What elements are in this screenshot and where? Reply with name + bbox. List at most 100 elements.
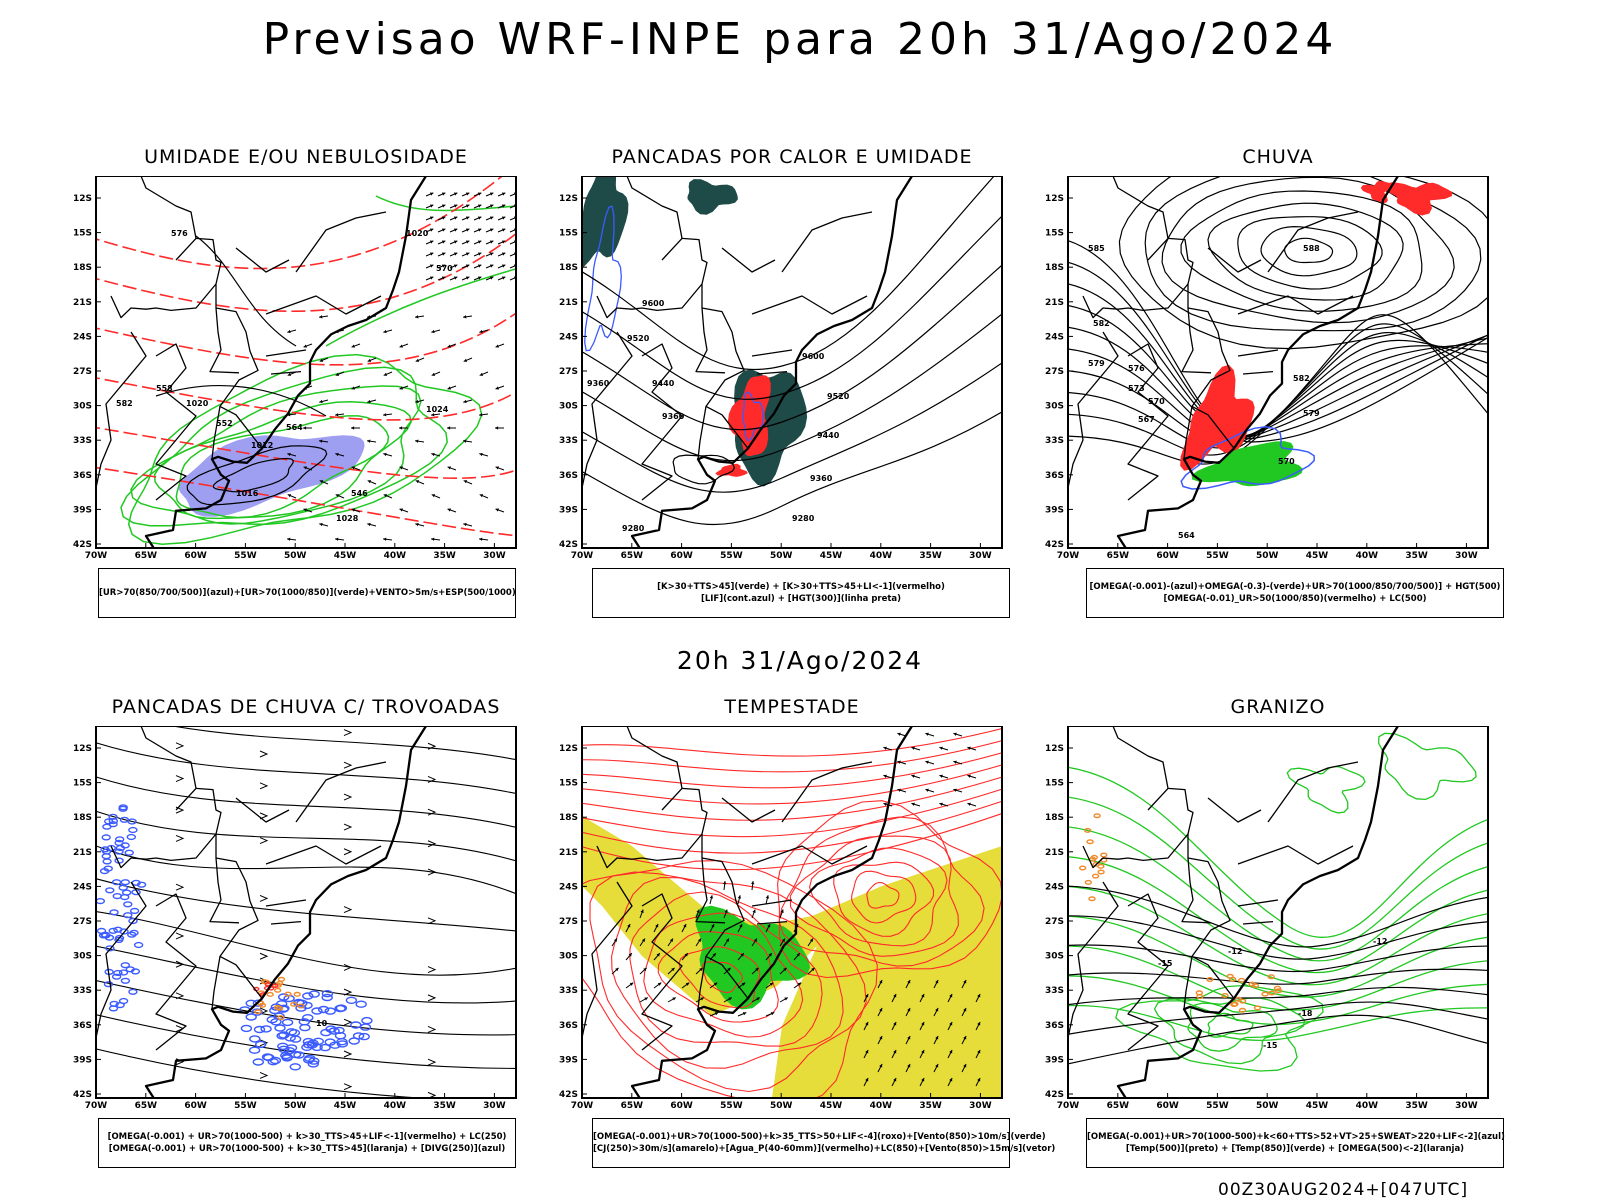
arrow-head <box>415 358 420 362</box>
arrow-head <box>319 480 324 484</box>
lat-label: 42S <box>1045 540 1064 550</box>
lon-label: 45W <box>334 551 357 561</box>
field-blob <box>1267 974 1275 980</box>
field-blob <box>122 889 132 896</box>
stream-arrow <box>175 932 185 940</box>
field-blob <box>133 941 144 949</box>
lon-label: 50W <box>284 1101 307 1111</box>
field-blob <box>1206 976 1214 982</box>
lat-label: 39S <box>559 505 578 515</box>
arrow-head <box>479 329 483 334</box>
arrow-head <box>431 413 435 417</box>
lat-label: 30S <box>559 402 578 412</box>
field-blob <box>126 833 136 841</box>
arrow-head <box>740 953 744 957</box>
arrow-head <box>753 938 757 942</box>
arrow-head <box>628 953 632 957</box>
panel-pancadas-trovoadas: PANCADAS DE CHUVA C/ TROVOADAS 10 12S 15S 1… <box>73 696 576 1176</box>
lon-label: 65W <box>135 1101 158 1111</box>
stream-arrow <box>427 840 437 848</box>
contour-label: 1020 <box>406 229 429 238</box>
arrow-head <box>441 276 446 280</box>
state-border <box>582 331 633 489</box>
arrow-head <box>319 439 323 443</box>
field-blob <box>1231 1001 1239 1007</box>
state-border <box>756 370 788 375</box>
arrow-head <box>752 909 756 914</box>
arrow-head <box>865 1077 869 1082</box>
legend-line: [OMEGA(-0.01)_UR>50(1000/850)(vermelho) … <box>1163 594 1427 604</box>
lon-label: 35W <box>433 551 456 561</box>
red-contour <box>778 816 985 967</box>
red-contour <box>582 776 1002 821</box>
state-border <box>641 343 683 501</box>
red-contour <box>96 176 504 270</box>
state-border <box>661 787 683 811</box>
map-content <box>582 726 1002 1098</box>
legend-chuva: [OMEGA(-0.001)-(azul)+OMEGA(-0.3)-(verde… <box>1086 568 1504 618</box>
streamlines-red <box>582 727 1002 1098</box>
field-blob <box>308 990 320 998</box>
arrow-head <box>935 1035 939 1040</box>
omega-orange <box>1078 813 1283 1013</box>
arrow-head <box>911 774 915 778</box>
arrow-head <box>351 466 356 470</box>
field-blob <box>102 858 112 865</box>
black-contour <box>1068 968 1488 985</box>
arrow-head <box>463 358 468 362</box>
contour-label: 1016 <box>236 489 259 498</box>
hgt500-contours <box>1068 176 1488 465</box>
lon-label: 40W <box>1356 1101 1379 1111</box>
red-contour <box>96 426 516 479</box>
arrow-head <box>963 1035 967 1040</box>
panel-tempestade: TEMPESTADE 12S 15S 18S 21S 24S 27S 30S 33S 36S 39… <box>559 696 1062 1176</box>
hgt-contour <box>1180 190 1423 312</box>
lon-label: 35W <box>1405 1101 1428 1111</box>
arrow-head <box>644 997 648 1001</box>
arrow-head <box>724 909 728 914</box>
map-frame <box>581 176 1003 549</box>
field-blob <box>129 907 140 915</box>
coastline-east <box>1116 726 1400 1098</box>
contour-labels: 9600 9520 9440 9360 9600 9520 9440 9360 9280 9280… <box>587 299 850 533</box>
arrow-head <box>935 979 939 984</box>
map-frame <box>1067 176 1489 549</box>
state-border <box>1127 343 1169 501</box>
legend-line: [OMEGA(-0.001) + UR>70(1000-500) + k>30_… <box>108 1144 506 1154</box>
arrow-head <box>907 1035 911 1040</box>
lat-label: 18S <box>73 813 92 823</box>
field-blob <box>120 879 130 886</box>
red-area <box>1384 182 1453 216</box>
lat-label: 30S <box>559 952 578 962</box>
stream-arrow <box>343 988 353 996</box>
arrow-head <box>725 938 729 942</box>
state-border <box>1068 331 1119 489</box>
arrow-head <box>963 979 967 984</box>
arrow-head <box>383 329 387 334</box>
stream-arrow <box>343 793 353 801</box>
humidity-green-contours <box>120 195 516 545</box>
arrow-head <box>319 315 323 319</box>
arrow-head <box>441 216 446 220</box>
field-blob <box>108 1005 119 1012</box>
field-blob <box>336 1040 349 1048</box>
arrow-head <box>501 228 506 232</box>
arrow-head <box>303 426 307 430</box>
arrow-head <box>453 216 458 220</box>
state-border <box>1267 761 1359 823</box>
arrow-head <box>431 452 435 457</box>
field-blob <box>1084 827 1092 833</box>
black-contour <box>1068 986 1488 1006</box>
arrow-head <box>431 494 436 498</box>
lon-label: 70W <box>85 1101 108 1111</box>
arrow-head <box>949 1021 953 1026</box>
state-border <box>1237 845 1354 865</box>
subtitle: 20h 31/Ago/2024 <box>676 646 924 675</box>
red-contour <box>678 946 761 1009</box>
lat-label: 27S <box>1045 917 1064 927</box>
lat-label: 36S <box>1045 471 1064 481</box>
lat-label: 33S <box>559 986 578 996</box>
field-blob <box>108 927 118 934</box>
instability-dark-areas <box>582 176 808 487</box>
lon-label: 65W <box>135 551 158 561</box>
